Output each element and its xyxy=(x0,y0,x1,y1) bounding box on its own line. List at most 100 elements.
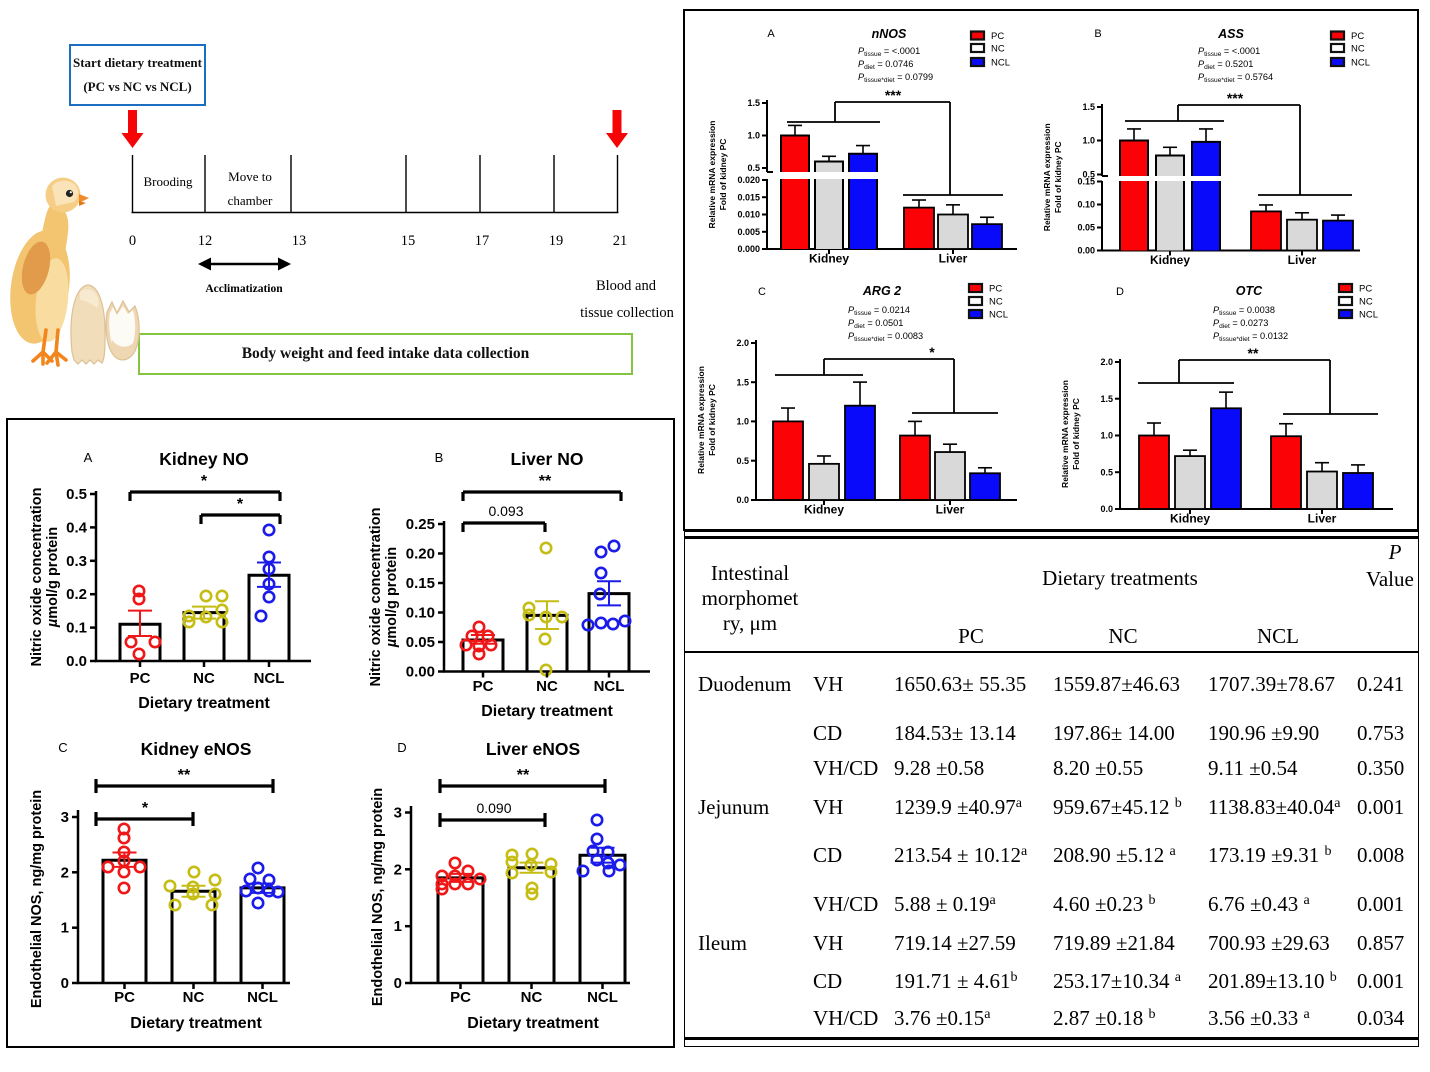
svg-text:PC: PC xyxy=(1359,284,1372,295)
svg-text:D: D xyxy=(397,740,406,755)
svg-text:Brooding: Brooding xyxy=(143,174,193,189)
svg-text:0.015: 0.015 xyxy=(737,192,760,202)
svg-text:Relative mRNA expression: Relative mRNA expression xyxy=(1060,380,1070,488)
svg-text:µmol/g protein: µmol/g protein xyxy=(45,527,61,628)
svg-text:NC: NC xyxy=(183,989,205,1006)
svg-text:1.5: 1.5 xyxy=(1082,102,1095,112)
svg-text:Liver: Liver xyxy=(1288,253,1317,267)
svg-text:Ptissue = 0.0214: Ptissue = 0.0214 xyxy=(848,305,910,317)
svg-text:0.0: 0.0 xyxy=(66,653,87,670)
svg-text:1.0: 1.0 xyxy=(1082,136,1095,146)
svg-text:0.5: 0.5 xyxy=(747,163,760,173)
svg-text:0.1: 0.1 xyxy=(66,620,87,637)
svg-text:0.00: 0.00 xyxy=(1077,246,1095,256)
svg-text:µmol/g protein: µmol/g protein xyxy=(384,547,400,648)
svg-text:0.4: 0.4 xyxy=(66,519,88,536)
svg-text:Nitric oxide concentration: Nitric oxide concentration xyxy=(368,508,384,687)
svg-text:**: ** xyxy=(517,767,530,784)
svg-text:chamber: chamber xyxy=(228,193,273,208)
svg-text:1.0: 1.0 xyxy=(747,131,760,141)
svg-text:Ptissue*diet = 0.0799: Ptissue*diet = 0.0799 xyxy=(858,72,933,84)
svg-text:C: C xyxy=(58,740,67,755)
svg-text:NC: NC xyxy=(1351,44,1365,55)
svg-text:2: 2 xyxy=(394,861,402,878)
svg-text:NC: NC xyxy=(536,678,558,695)
svg-text:Dietary treatment: Dietary treatment xyxy=(138,695,270,712)
svg-text:NC: NC xyxy=(991,44,1005,55)
svg-text:17: 17 xyxy=(475,233,490,249)
svg-text:PC: PC xyxy=(473,678,494,695)
svg-text:3: 3 xyxy=(394,805,402,822)
svg-text:nNOS: nNOS xyxy=(872,27,907,41)
svg-text:*: * xyxy=(201,473,208,490)
svg-text:*: * xyxy=(237,496,244,513)
svg-text:***: *** xyxy=(1227,90,1244,106)
svg-text:19: 19 xyxy=(549,233,564,249)
svg-text:PC: PC xyxy=(991,31,1004,42)
svg-text:PC: PC xyxy=(130,670,151,687)
svg-text:Ptissue = 0.0038: Ptissue = 0.0038 xyxy=(1213,305,1275,317)
svg-text:Liver eNOS: Liver eNOS xyxy=(486,739,580,759)
svg-text:0.00: 0.00 xyxy=(406,664,435,681)
svg-text:Endothelial NOS, ng/mg protein: Endothelial NOS, ng/mg protein xyxy=(370,788,386,1006)
svg-text:NCL: NCL xyxy=(1351,58,1370,69)
svg-text:15: 15 xyxy=(401,233,416,249)
svg-text:Move to: Move to xyxy=(228,169,272,184)
svg-text:0.10: 0.10 xyxy=(1077,200,1095,210)
svg-text:3: 3 xyxy=(61,809,69,826)
svg-text:Fold of kidney PC: Fold of kidney PC xyxy=(1053,141,1063,213)
svg-text:Dietary treatment: Dietary treatment xyxy=(481,703,613,720)
svg-text:Fold of kidney PC: Fold of kidney PC xyxy=(707,384,717,456)
svg-text:Fold of kidney PC: Fold of kidney PC xyxy=(1071,398,1081,470)
svg-text:0: 0 xyxy=(129,233,136,249)
svg-text:Liver: Liver xyxy=(939,252,968,266)
svg-text:Endothelial NOS, ng/mg protein: Endothelial NOS, ng/mg protein xyxy=(29,790,45,1008)
svg-text:***: *** xyxy=(885,87,902,103)
svg-text:NCL: NCL xyxy=(247,989,278,1006)
svg-text:tissue collection: tissue collection xyxy=(580,305,675,321)
svg-text:0.0: 0.0 xyxy=(1100,504,1113,514)
svg-text:0: 0 xyxy=(61,975,69,992)
svg-text:Kidney eNOS: Kidney eNOS xyxy=(141,739,252,759)
svg-text:Relative mRNA expression: Relative mRNA expression xyxy=(1042,123,1052,231)
svg-text:1.5: 1.5 xyxy=(736,377,749,387)
svg-text:0.5: 0.5 xyxy=(66,486,87,503)
svg-text:0.10: 0.10 xyxy=(406,605,435,622)
svg-text:Liver: Liver xyxy=(936,503,965,517)
svg-text:B: B xyxy=(1094,28,1101,40)
svg-text:OTC: OTC xyxy=(1236,284,1263,298)
svg-text:Ptissue*diet = 0.5764: Ptissue*diet = 0.5764 xyxy=(1198,72,1273,84)
svg-text:Pdiet = 0.0273: Pdiet = 0.0273 xyxy=(1213,318,1268,330)
svg-text:Pdiet = 0.0501: Pdiet = 0.0501 xyxy=(848,318,903,330)
svg-text:Fold of kidney PC: Fold of kidney PC xyxy=(718,139,728,211)
svg-text:PC: PC xyxy=(1351,31,1364,42)
svg-text:Liver NO: Liver NO xyxy=(511,449,584,469)
svg-text:0.010: 0.010 xyxy=(737,210,760,220)
svg-text:*: * xyxy=(142,800,149,817)
svg-text:Dietary treatment: Dietary treatment xyxy=(130,1015,262,1032)
svg-text:Acclimatization: Acclimatization xyxy=(205,283,283,295)
svg-text:NCL: NCL xyxy=(989,310,1008,321)
svg-text:Pdiet = 0.0746: Pdiet = 0.0746 xyxy=(858,59,913,71)
svg-text:**: ** xyxy=(178,767,191,784)
svg-text:NC: NC xyxy=(1359,297,1373,308)
svg-text:0.000: 0.000 xyxy=(737,244,760,254)
svg-text:Kidney: Kidney xyxy=(809,252,849,266)
svg-text:0.093: 0.093 xyxy=(488,503,523,519)
svg-text:A: A xyxy=(84,450,93,465)
svg-text:ARG 2: ARG 2 xyxy=(862,284,901,298)
svg-text:C: C xyxy=(758,286,766,298)
svg-text:NC: NC xyxy=(521,989,543,1006)
svg-text:0.05: 0.05 xyxy=(1077,223,1095,233)
svg-text:NCL: NCL xyxy=(587,989,618,1006)
svg-text:1.0: 1.0 xyxy=(1100,431,1113,441)
svg-text:NC: NC xyxy=(989,297,1003,308)
svg-text:Liver: Liver xyxy=(1308,512,1337,526)
svg-text:A: A xyxy=(767,28,775,40)
svg-text:21: 21 xyxy=(613,233,628,249)
svg-text:12: 12 xyxy=(198,233,213,249)
svg-text:*: * xyxy=(929,344,935,360)
svg-text:PC: PC xyxy=(114,989,135,1006)
svg-text:0.5: 0.5 xyxy=(1082,170,1095,180)
svg-text:1.5: 1.5 xyxy=(1100,394,1113,404)
